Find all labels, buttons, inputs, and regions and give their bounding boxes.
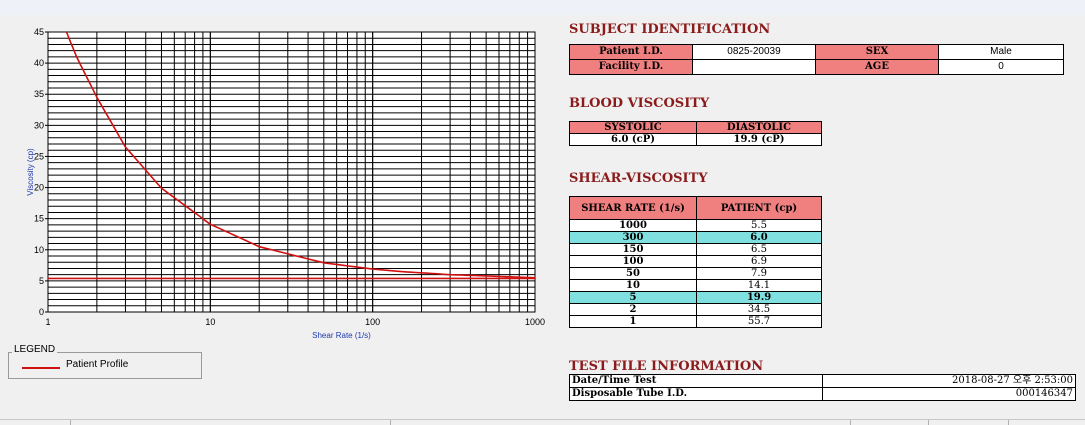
shear-row: 10 14.1 bbox=[569, 279, 822, 292]
shear-rate-cell: 10 bbox=[569, 279, 697, 292]
status-divider bbox=[70, 420, 71, 425]
x-tick-label: 10 bbox=[205, 317, 215, 327]
shear-rate-cell: 1000 bbox=[569, 219, 697, 232]
y-tick-label: 20 bbox=[34, 183, 44, 193]
status-divider bbox=[390, 420, 391, 425]
sex-label: SEX bbox=[815, 44, 939, 60]
shear-rate-cell: 100 bbox=[569, 255, 697, 268]
shear-rate-cell: 1 bbox=[569, 315, 697, 328]
shear-row: 100 6.9 bbox=[569, 255, 822, 268]
x-tick-label: 100 bbox=[365, 317, 380, 327]
y-tick-label: 30 bbox=[34, 120, 44, 130]
sex-value: Male bbox=[938, 44, 1064, 60]
top-bar bbox=[0, 0, 1085, 15]
patient-cp-cell: 6.0 bbox=[696, 231, 822, 244]
shear-rate-cell: 50 bbox=[569, 267, 697, 280]
y-tick-label: 10 bbox=[34, 245, 44, 255]
x-axis-label: Shear Rate (1/s) bbox=[312, 331, 371, 340]
shear-rate-cell: 5 bbox=[569, 291, 697, 304]
diastolic-value: 19.9 (cP) bbox=[696, 133, 822, 146]
patient-cp-cell: 34.5 bbox=[696, 303, 822, 316]
patient-cp-cell: 55.7 bbox=[696, 315, 822, 328]
shear-rate-header: SHEAR RATE (1/s) bbox=[569, 196, 697, 220]
age-label: AGE bbox=[815, 59, 939, 75]
legend-entry-label: Patient Profile bbox=[66, 359, 129, 370]
patient-profile-line bbox=[65, 31, 536, 279]
legend-line-swatch bbox=[22, 367, 60, 369]
shear-rate-cell: 300 bbox=[569, 231, 697, 244]
blood-table: SYSTOLIC DIASTOLIC 6.0 (cP) 19.9 (cP) bbox=[569, 121, 822, 146]
x-tick-label: 1000 bbox=[525, 317, 545, 327]
y-tick-label: 0 bbox=[39, 307, 44, 317]
y-tick-label: 45 bbox=[34, 27, 44, 37]
tube-id-label: Disposable Tube I.D. bbox=[569, 387, 823, 401]
status-divider bbox=[928, 420, 929, 425]
x-tick-label: 1 bbox=[45, 317, 50, 327]
shear-row: 2 34.5 bbox=[569, 303, 822, 316]
facility-id-value bbox=[692, 59, 816, 75]
shear-rate-cell: 150 bbox=[569, 243, 697, 256]
shear-rate-cell: 2 bbox=[569, 303, 697, 316]
patient-cp-cell: 5.5 bbox=[696, 219, 822, 232]
tube-id-value: 000146347 bbox=[822, 387, 1076, 401]
shear-row: 5 19.9 bbox=[569, 291, 822, 304]
y-axis-label: Viscosity (cp) bbox=[26, 148, 35, 196]
status-bar bbox=[0, 419, 1085, 425]
patient-id-label: Patient I.D. bbox=[569, 44, 693, 60]
status-divider bbox=[850, 420, 851, 425]
test-file-table: Date/Time Test 2018-08-27 오후 2:53:00 Dis… bbox=[569, 374, 1076, 401]
patient-cp-cell: 6.9 bbox=[696, 255, 822, 268]
legend-title: LEGEND bbox=[12, 344, 58, 355]
shear-row: 1000 5.5 bbox=[569, 219, 822, 232]
y-tick-label: 5 bbox=[39, 276, 44, 286]
chart-svg: 0 5 10 15 20 25 30 35 40 45 1 10 100 1000 Shear Rate (… bbox=[26, 27, 545, 340]
y-tick-label: 15 bbox=[34, 214, 44, 224]
viscosity-chart: 0 5 10 15 20 25 30 35 40 45 1 10 100 1000 Shear Rate (… bbox=[0, 15, 560, 345]
shear-row: 1 55.7 bbox=[569, 315, 822, 328]
test-file-title: TEST FILE INFORMATION bbox=[569, 359, 764, 374]
systolic-value: 6.0 (cP) bbox=[569, 133, 697, 146]
shear-row: 150 6.5 bbox=[569, 243, 822, 256]
y-tick-label: 25 bbox=[34, 151, 44, 161]
y-tick-label: 40 bbox=[34, 58, 44, 68]
patient-cp-cell: 14.1 bbox=[696, 279, 822, 292]
blood-title: BLOOD VISCOSITY bbox=[569, 96, 710, 111]
patient-cp-header: PATIENT (cp) bbox=[696, 196, 822, 220]
patient-cp-cell: 7.9 bbox=[696, 267, 822, 280]
shear-table: SHEAR RATE (1/s) PATIENT (cp) 1000 5.5 300… bbox=[569, 196, 822, 328]
subject-table: Patient I.D. 0825-20039 SEX Male Facilit… bbox=[569, 44, 1064, 75]
systolic-label: SYSTOLIC bbox=[569, 121, 697, 134]
datetime-label: Date/Time Test bbox=[569, 374, 823, 388]
shear-row: 50 7.9 bbox=[569, 267, 822, 280]
shear-row: 300 6.0 bbox=[569, 231, 822, 244]
patient-cp-cell: 19.9 bbox=[696, 291, 822, 304]
plot-area bbox=[47, 31, 536, 313]
diastolic-label: DIASTOLIC bbox=[696, 121, 822, 134]
facility-id-label: Facility I.D. bbox=[569, 59, 693, 75]
age-value: 0 bbox=[938, 59, 1064, 75]
patient-id-value: 0825-20039 bbox=[692, 44, 816, 60]
status-divider bbox=[1008, 420, 1009, 425]
datetime-value: 2018-08-27 오후 2:53:00 bbox=[822, 374, 1076, 388]
legend-box bbox=[8, 352, 202, 379]
patient-cp-cell: 6.5 bbox=[696, 243, 822, 256]
y-tick-label: 35 bbox=[34, 89, 44, 99]
subject-title: SUBJECT IDENTIFICATION bbox=[569, 22, 771, 37]
shear-title: SHEAR-VISCOSITY bbox=[569, 171, 708, 186]
